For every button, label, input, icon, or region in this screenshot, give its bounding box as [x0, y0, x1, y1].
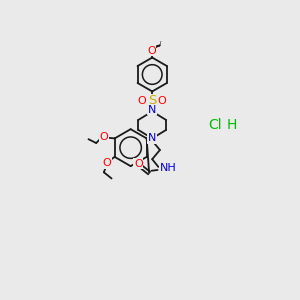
Text: NH: NH [160, 164, 177, 173]
Text: O: O [134, 159, 143, 169]
Text: O: O [158, 96, 167, 106]
Text: H: H [227, 118, 238, 131]
Text: Cl: Cl [208, 118, 222, 131]
Text: /: / [160, 41, 162, 47]
Text: S: S [148, 94, 156, 107]
Text: N: N [148, 134, 156, 143]
Text: O: O [138, 96, 147, 106]
Text: O: O [103, 158, 111, 168]
Text: O: O [147, 46, 156, 56]
Text: O: O [100, 132, 108, 142]
Text: N: N [148, 105, 156, 115]
